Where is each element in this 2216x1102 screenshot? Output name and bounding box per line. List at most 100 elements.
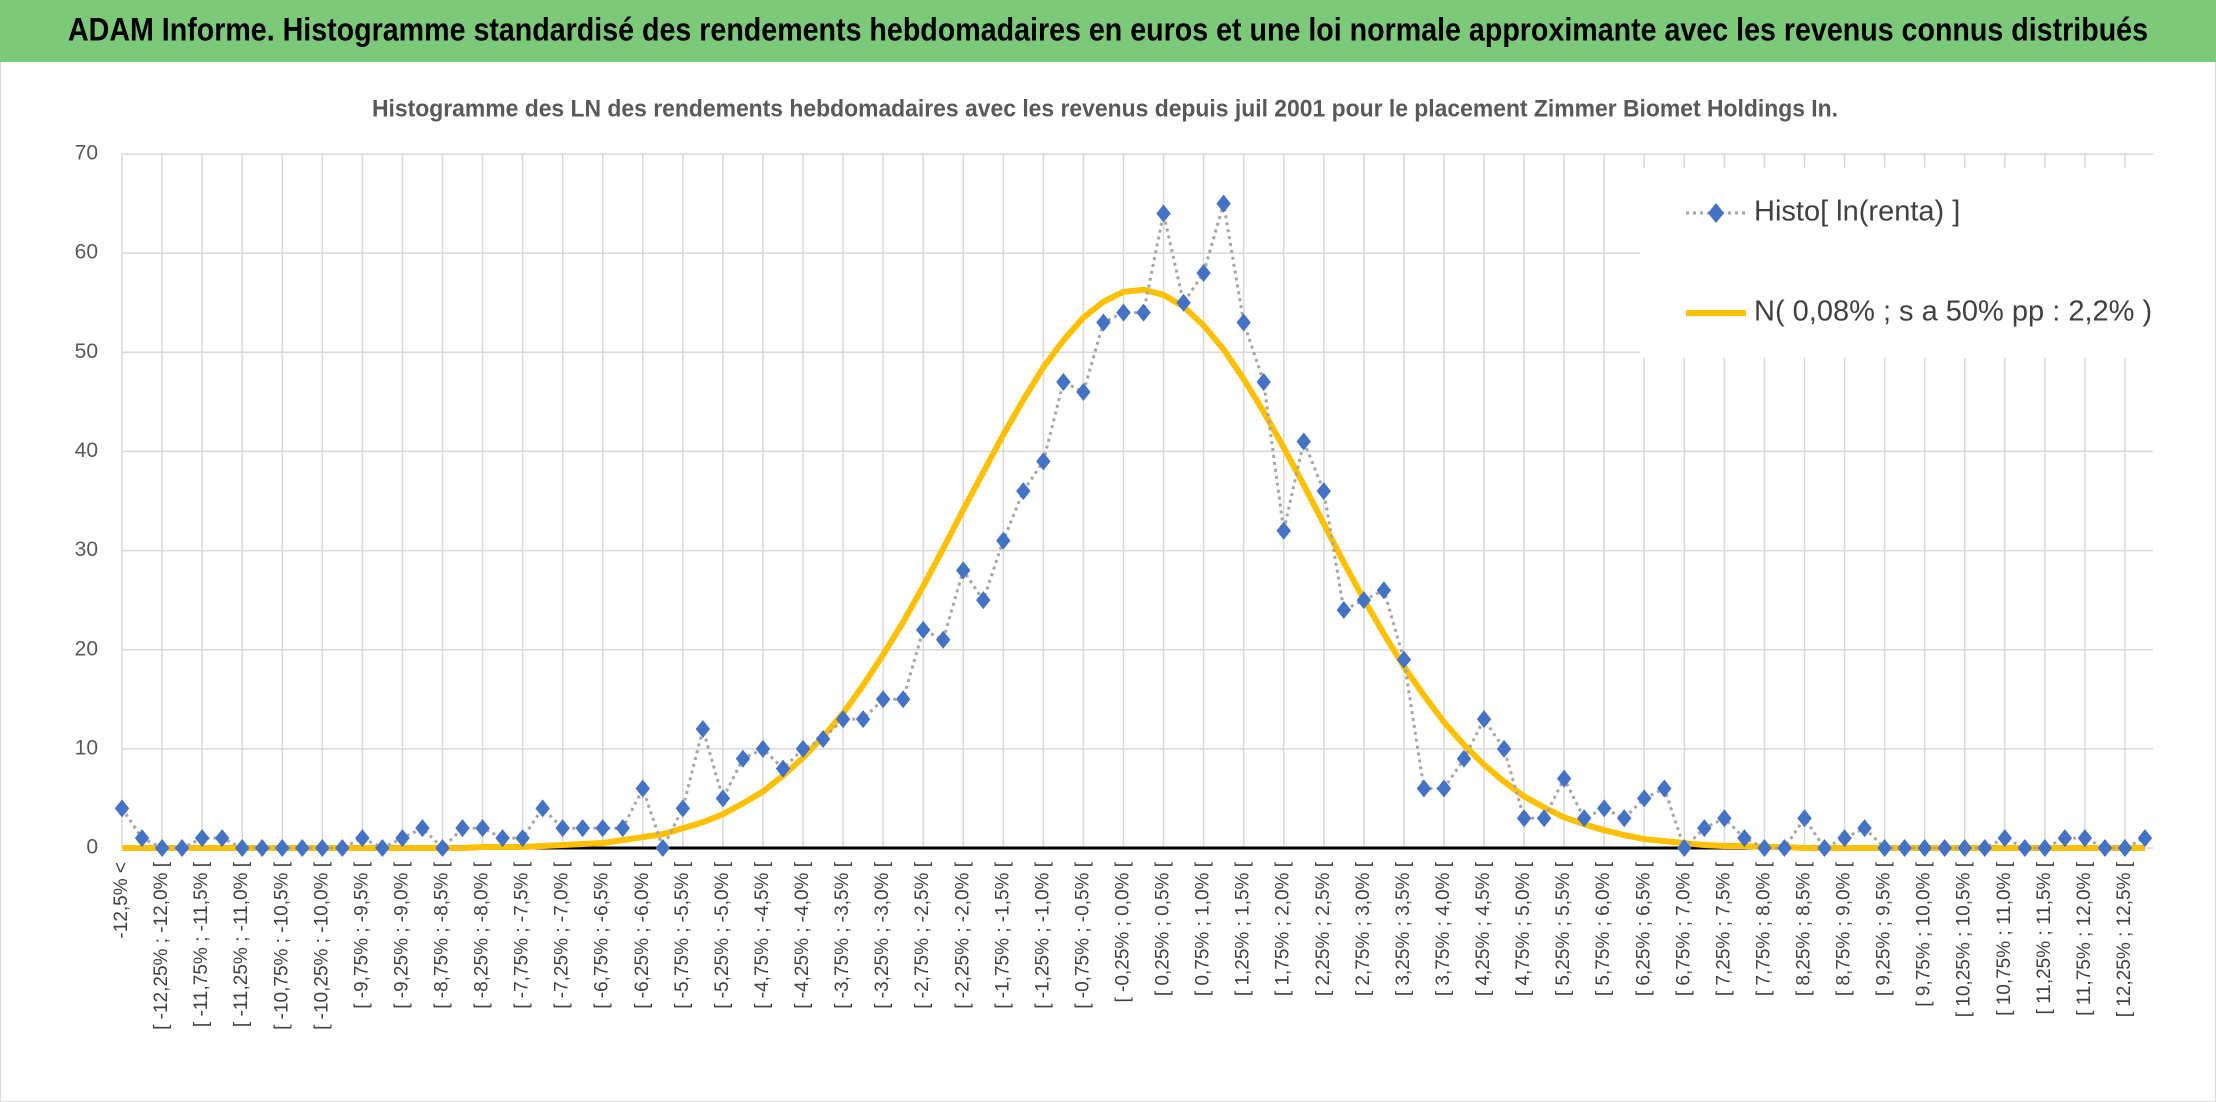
data-point <box>255 839 270 857</box>
x-tick-label: -12,5% < <box>111 862 132 939</box>
banner <box>0 0 2216 62</box>
data-point <box>535 799 550 818</box>
data-point <box>1917 839 1932 857</box>
data-point <box>755 739 771 758</box>
x-tick-label: [ 8,75% ; 9,0% [ <box>1834 861 1855 996</box>
x-tick-label: [ -4,25% ; -4,0% [ <box>792 861 813 1009</box>
data-point <box>435 839 450 857</box>
data-point <box>1416 779 1432 798</box>
data-point <box>1596 799 1612 818</box>
x-tick-label: [ -5,75% ; -5,5% [ <box>672 861 693 1009</box>
data-point <box>1376 581 1392 600</box>
data-point <box>1877 839 1892 857</box>
data-point <box>855 710 871 729</box>
data-point <box>2017 839 2033 857</box>
data-point <box>2077 829 2093 848</box>
data-point <box>795 739 811 758</box>
data-point <box>1677 839 1692 857</box>
data-point <box>1536 809 1552 828</box>
data-point <box>1797 809 1812 828</box>
data-point <box>2137 829 2153 848</box>
data-point <box>1556 769 1572 788</box>
data-point <box>1276 521 1291 540</box>
data-point <box>1436 779 1452 798</box>
y-tick-label: 60 <box>75 241 98 264</box>
x-tick-label: [ -3,75% ; -3,5% [ <box>832 861 853 1009</box>
data-point <box>114 799 130 818</box>
x-tick-label: [ -7,25% ; -7,0% [ <box>552 861 573 1009</box>
x-tick-label: [ -0,75% ; -0,5% [ <box>1072 861 1093 1009</box>
x-tick-label: [ 10,75% ; 11,0% [ <box>1994 861 2015 1016</box>
data-point <box>515 829 530 848</box>
data-point <box>315 839 330 857</box>
y-tick-label: 30 <box>75 538 98 561</box>
data-point <box>835 710 851 729</box>
data-point <box>1096 313 1111 332</box>
data-point <box>495 829 510 848</box>
legend-label: N( 0,08% ; s a 50% pp : 2,2% ) <box>1754 296 2152 328</box>
data-point <box>2037 839 2053 857</box>
data-point <box>1256 373 1271 392</box>
data-point <box>214 829 230 848</box>
data-point <box>976 591 991 610</box>
data-point <box>1316 482 1331 501</box>
data-point <box>775 759 791 778</box>
data-point <box>895 690 911 709</box>
data-point <box>475 819 490 838</box>
data-point <box>1777 839 1792 857</box>
x-tick-label: [ -4,75% ; -4,5% [ <box>752 861 773 1009</box>
x-tick-label: [ -8,75% ; -8,5% [ <box>431 861 452 1009</box>
chart-title: Histogramme des LN des rendements hebdom… <box>372 95 1838 122</box>
y-tick-label: 20 <box>75 637 98 660</box>
x-tick-label: [ 1,25% ; 1,5% [ <box>1233 861 1254 996</box>
data-point <box>455 819 470 838</box>
data-point <box>1296 432 1311 451</box>
x-tick-label: [ 3,75% ; 4,0% [ <box>1433 861 1454 996</box>
x-tick-label: [ -6,25% ; -6,0% [ <box>632 861 653 1009</box>
x-tick-label: [ -11,75% ; -11,5% [ <box>191 861 212 1027</box>
data-point <box>655 839 671 857</box>
data-point <box>1737 829 1752 848</box>
x-tick-label: [ -11,25% ; -11,0% [ <box>231 861 252 1027</box>
x-tick-label: [ 6,25% ; 6,5% [ <box>1633 861 1654 996</box>
data-point <box>134 829 150 848</box>
data-point <box>1496 739 1512 758</box>
data-point <box>1977 839 1992 857</box>
data-point <box>675 799 691 818</box>
data-point <box>415 819 430 838</box>
x-tick-label: [ 9,75% ; 10,0% [ <box>1914 861 1935 1006</box>
x-tick-label: [ -2,75% ; -2,5% [ <box>912 861 933 1009</box>
data-point <box>1176 293 1191 312</box>
data-point <box>1116 303 1131 322</box>
x-tick-label: [ -1,25% ; -1,0% [ <box>1032 861 1053 1009</box>
x-tick-label: [ 2,25% ; 2,5% [ <box>1313 861 1334 996</box>
data-point <box>815 729 831 748</box>
x-tick-label: [ -10,25% ; -10,0% [ <box>311 861 332 1030</box>
legend-box <box>1640 168 2160 358</box>
data-point <box>1476 710 1492 729</box>
x-tick-label: [ 10,25% ; 10,5% [ <box>1954 861 1975 1017</box>
legend-marker <box>1708 203 1724 223</box>
data-point <box>956 561 971 580</box>
page-title: ADAM Informe. Histogramme standardisé de… <box>68 11 2148 47</box>
y-tick-label: 70 <box>75 142 98 165</box>
data-point <box>1576 809 1592 828</box>
data-point <box>2117 839 2133 857</box>
data-point <box>154 839 170 857</box>
x-tick-label: [ 7,25% ; 7,5% [ <box>1713 861 1734 996</box>
data-point <box>915 620 931 639</box>
x-tick-label: [ 5,75% ; 6,0% [ <box>1593 861 1614 996</box>
x-tick-label: [ 8,25% ; 8,5% [ <box>1794 861 1815 996</box>
data-point <box>1456 749 1472 768</box>
series-line <box>120 203 2146 852</box>
data-point <box>1516 809 1532 828</box>
y-tick-label: 40 <box>75 439 98 462</box>
x-tick-label: [ -9,25% ; -9,0% [ <box>391 861 412 1009</box>
x-tick-label: [ 3,25% ; 3,5% [ <box>1393 861 1414 996</box>
x-tick-label: [ 5,25% ; 5,5% [ <box>1553 861 1574 996</box>
x-tick-label: [ -3,25% ; -3,0% [ <box>872 861 893 1009</box>
data-point <box>275 839 290 857</box>
data-point <box>395 829 410 848</box>
data-point <box>575 819 590 838</box>
